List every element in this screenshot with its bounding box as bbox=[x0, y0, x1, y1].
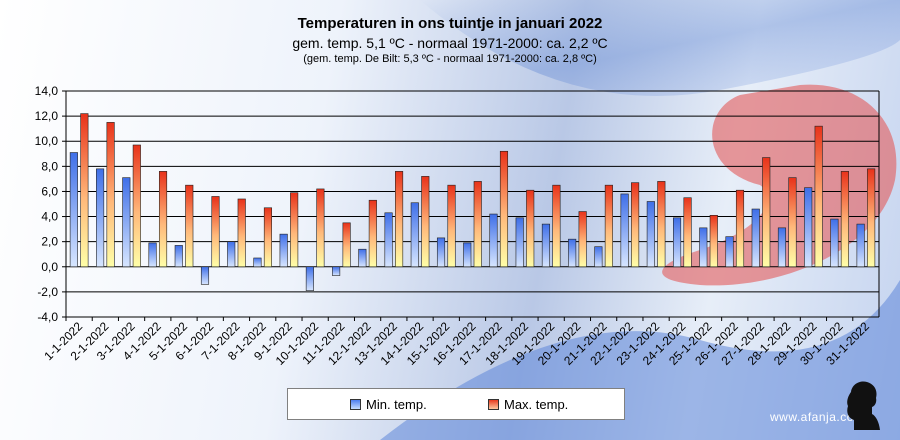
bar-min-temp bbox=[646, 201, 655, 268]
bar-max-temp bbox=[132, 144, 141, 268]
bar-min-temp bbox=[332, 266, 341, 276]
chart-legend: Min. temp. Max. temp. bbox=[287, 388, 625, 420]
bar-min-temp bbox=[777, 227, 787, 268]
bar-min-temp bbox=[358, 248, 367, 268]
bar-max-temp bbox=[80, 113, 89, 268]
bar-min-temp bbox=[620, 193, 629, 268]
bar-min-temp bbox=[751, 208, 760, 268]
legend-label-max: Max. temp. bbox=[504, 397, 569, 412]
chart-title: Temperaturen in ons tuintje in januari 2… bbox=[297, 15, 603, 32]
bar-max-temp bbox=[840, 171, 849, 268]
bar-max-temp bbox=[421, 176, 430, 268]
bar-max-temp bbox=[578, 211, 587, 268]
bar-max-temp bbox=[106, 122, 115, 268]
bar-min-temp bbox=[673, 217, 682, 268]
bar-max-temp bbox=[158, 171, 168, 268]
bar-min-temp bbox=[96, 168, 105, 268]
bar-min-temp bbox=[253, 257, 262, 268]
bar-min-temp bbox=[725, 236, 734, 268]
bar-max-temp bbox=[762, 157, 771, 268]
bar-max-temp bbox=[263, 207, 272, 268]
bar-min-temp bbox=[856, 223, 865, 268]
bar-min-temp bbox=[279, 233, 288, 268]
bar-max-temp bbox=[631, 182, 640, 268]
y-tick-label: 12,0 bbox=[35, 109, 59, 123]
bar-min-temp bbox=[541, 223, 550, 268]
bar-min-temp bbox=[384, 212, 393, 268]
profile-silhouette-icon bbox=[847, 381, 880, 430]
bar-max-temp bbox=[211, 196, 220, 268]
bar-min-temp bbox=[227, 241, 236, 268]
bar-min-temp bbox=[174, 245, 183, 268]
legend-item-max: Max. temp. bbox=[488, 397, 568, 412]
bar-min-temp bbox=[830, 218, 839, 268]
bar-min-temp bbox=[594, 246, 603, 268]
y-tick-label: 14,0 bbox=[35, 84, 59, 98]
y-tick-label: 4,0 bbox=[41, 210, 58, 224]
bar-max-temp bbox=[604, 184, 613, 268]
legend-swatch-min bbox=[350, 399, 361, 410]
bar-min-temp bbox=[122, 177, 131, 268]
y-tick-label: -2,0 bbox=[37, 285, 58, 299]
bar-min-temp bbox=[69, 152, 78, 268]
bar-max-temp bbox=[552, 184, 561, 268]
bar-max-temp bbox=[185, 184, 194, 268]
bar-max-temp bbox=[342, 222, 351, 268]
bar-min-temp bbox=[463, 242, 472, 268]
bar-min-temp bbox=[436, 237, 446, 268]
y-tick-label: -4,0 bbox=[37, 310, 58, 324]
legend-label-min: Min. temp. bbox=[366, 397, 427, 412]
bar-min-temp bbox=[804, 187, 813, 268]
bar-min-temp bbox=[305, 266, 314, 291]
bar-min-temp bbox=[699, 227, 708, 268]
bar-max-temp bbox=[499, 150, 509, 268]
bar-min-temp bbox=[148, 242, 157, 268]
bar-min-temp bbox=[200, 266, 210, 285]
y-tick-label: 6,0 bbox=[41, 184, 58, 198]
bar-max-temp bbox=[735, 189, 745, 268]
bar-max-temp bbox=[316, 188, 325, 268]
y-tick-label: 0,0 bbox=[41, 260, 58, 274]
y-tick-label: 8,0 bbox=[41, 159, 58, 173]
site-credit: www.afanja.com bbox=[770, 410, 865, 424]
bar-max-temp bbox=[290, 192, 299, 268]
legend-item-min: Min. temp. bbox=[350, 397, 427, 412]
chart-subtitle: gem. temp. 5,1 ºC - normaal 1971-2000: c… bbox=[292, 35, 608, 51]
bar-max-temp bbox=[368, 199, 377, 268]
bar-max-temp bbox=[526, 189, 535, 268]
bar-max-temp bbox=[237, 198, 246, 268]
bar-max-temp bbox=[709, 215, 718, 268]
bar-max-temp bbox=[683, 197, 692, 268]
bar-max-temp bbox=[473, 181, 482, 268]
bar-min-temp bbox=[568, 238, 577, 268]
y-tick-label: 2,0 bbox=[41, 235, 58, 249]
bar-max-temp bbox=[447, 184, 456, 268]
legend-swatch-max bbox=[488, 399, 499, 410]
chart-titles: Temperaturen in ons tuintje in januari 2… bbox=[0, 14, 900, 66]
bar-max-temp bbox=[657, 181, 666, 268]
bar-min-temp bbox=[515, 217, 524, 268]
bar-max-temp bbox=[788, 177, 797, 268]
bar-min-temp bbox=[410, 202, 419, 268]
bar-max-temp bbox=[814, 125, 823, 268]
chart-subtitle-secondary: (gem. temp. De Bilt: 5,3 ºC - normaal 19… bbox=[303, 53, 597, 65]
bar-min-temp bbox=[489, 213, 498, 268]
bar-max-temp bbox=[395, 171, 404, 268]
bar-max-temp bbox=[867, 168, 876, 268]
y-tick-label: 10,0 bbox=[35, 134, 59, 148]
